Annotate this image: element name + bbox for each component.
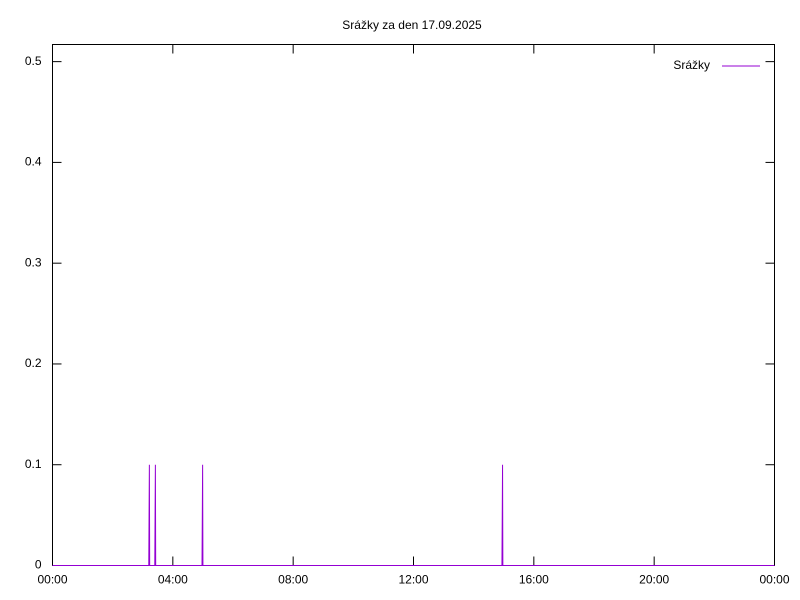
x-tick-label: 16:00 — [519, 573, 549, 587]
x-tick-label: 00:00 — [759, 573, 789, 587]
x-tick-label: 08:00 — [278, 573, 308, 587]
y-tick-label: 0.5 — [25, 54, 42, 68]
y-tick-label: 0.1 — [25, 457, 42, 471]
series-line — [52, 464, 775, 566]
legend-label: Srážky — [673, 58, 710, 72]
y-tick-label: 0.4 — [25, 155, 42, 169]
chart-title: Srážky za den 17.09.2025 — [342, 18, 482, 32]
y-tick-label: 0.3 — [25, 255, 42, 269]
x-tick-label: 20:00 — [639, 573, 669, 587]
y-tick-label: 0.2 — [25, 356, 42, 370]
y-tick-label: 0 — [35, 558, 42, 572]
x-tick-label: 00:00 — [37, 573, 67, 587]
x-tick-label: 04:00 — [158, 573, 188, 587]
x-tick-label: 12:00 — [398, 573, 428, 587]
